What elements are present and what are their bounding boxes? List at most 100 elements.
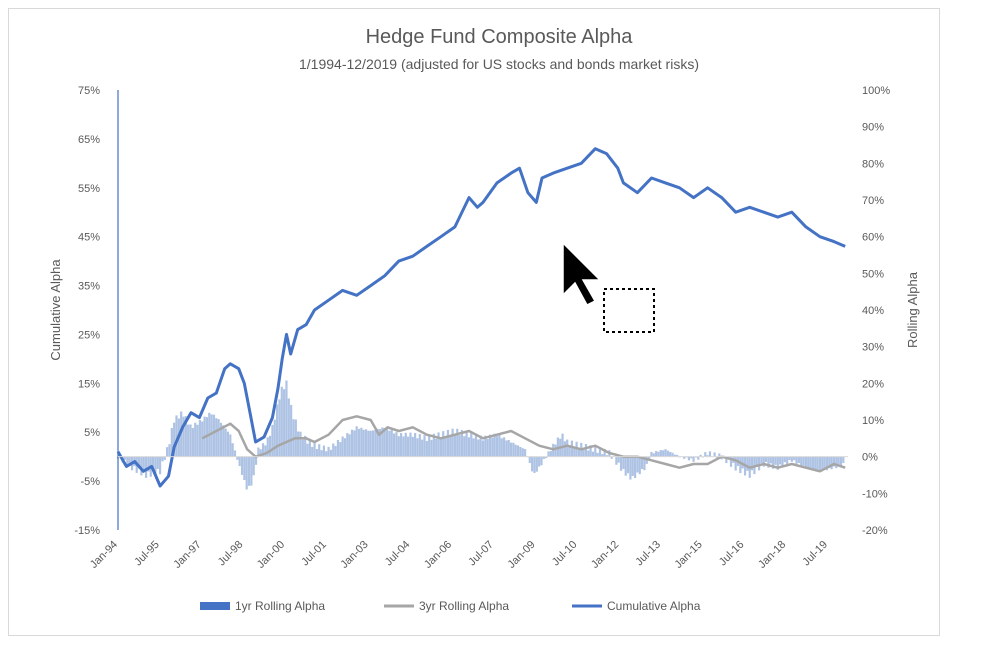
y-right-tick-label: 90% [862, 122, 884, 134]
bar-1yr-rolling-alpha [554, 444, 557, 457]
bar-1yr-rolling-alpha [584, 444, 588, 457]
bar-1yr-rolling-alpha [582, 449, 585, 457]
bar-1yr-rolling-alpha [706, 455, 709, 457]
bar-1yr-rolling-alpha [535, 456, 538, 472]
bar-1yr-rolling-alpha [837, 456, 840, 465]
bar-1yr-rolling-alpha [371, 430, 375, 457]
bar-1yr-rolling-alpha [839, 456, 843, 467]
bar-1yr-rolling-alpha [507, 440, 510, 457]
bar-1yr-rolling-alpha [268, 435, 272, 457]
bar-1yr-rolling-alpha [664, 449, 667, 457]
bar-1yr-rolling-alpha [477, 439, 480, 457]
x-tick-label: Jul-07 [466, 539, 496, 569]
bar-1yr-rolling-alpha [657, 451, 660, 457]
bar-1yr-rolling-alpha [437, 432, 440, 457]
bar-1yr-rolling-alpha [423, 435, 426, 457]
bar-1yr-rolling-alpha [301, 439, 304, 457]
bar-1yr-rolling-alpha [191, 428, 194, 457]
bar-1yr-rolling-alpha [430, 439, 433, 457]
bar-1yr-rolling-alpha [224, 428, 227, 457]
bar-1yr-rolling-alpha [502, 437, 506, 457]
bar-1yr-rolling-alpha [641, 456, 644, 470]
bar-1yr-rolling-alpha [500, 438, 503, 457]
bar-1yr-rolling-alpha [247, 456, 251, 486]
bar-1yr-rolling-alpha [137, 456, 141, 469]
bar-1yr-rolling-alpha [615, 456, 618, 465]
bar-1yr-rolling-alpha [718, 453, 721, 457]
bar-1yr-rolling-alpha [390, 429, 393, 457]
bar-1yr-rolling-alpha [725, 456, 728, 464]
line-3yr-rolling-alpha [201, 415, 846, 473]
bar-1yr-rolling-alpha [264, 445, 267, 457]
y-right-axis-title: Rolling Alpha [905, 271, 920, 348]
x-tick-label: Jul-98 [216, 539, 246, 569]
y-right-tick-label: 10% [862, 415, 884, 427]
y-left-axis-title: Cumulative Alpha [48, 259, 63, 361]
y-right-tick-label: 70% [862, 195, 884, 207]
bar-1yr-rolling-alpha [512, 442, 515, 457]
bar-1yr-rolling-alpha [189, 424, 192, 457]
bar-1yr-rolling-alpha [217, 419, 220, 457]
bar-1yr-rolling-alpha [355, 426, 358, 457]
bar-1yr-rolling-alpha [147, 456, 150, 472]
axes: 75% 65% 55% 45% 35% 25% 15% 5% -5% -15% 100% 90% 80%… [48, 85, 920, 571]
bar-1yr-rolling-alpha [835, 456, 838, 469]
bar-1yr-rolling-alpha [385, 427, 389, 457]
bar-1yr-rolling-alpha [734, 456, 737, 471]
bar-1yr-rolling-alpha [577, 447, 581, 457]
bar-1yr-rolling-alpha [676, 454, 679, 457]
chart-subtitle: 1/1994-12/2019 (adjusted for US stocks a… [299, 56, 699, 72]
bar-1yr-rolling-alpha [299, 431, 302, 457]
bar-1yr-rolling-alpha [690, 456, 693, 459]
bar-1yr-rolling-alpha [388, 430, 391, 457]
bar-1yr-rolling-alpha [407, 436, 410, 457]
bar-1yr-rolling-alpha [327, 446, 330, 457]
bar-1yr-rolling-alpha [212, 414, 216, 457]
bar-1yr-rolling-alpha [381, 427, 384, 457]
x-tick-label: Jan-15 [673, 539, 705, 571]
bar-1yr-rolling-alpha [802, 456, 805, 466]
y-left-tick-label: -5% [80, 476, 100, 488]
y-right-tick-label: 50% [862, 268, 884, 280]
x-tick-label: Jul-13 [633, 539, 663, 569]
bar-1yr-rolling-alpha [814, 456, 817, 471]
x-tick-label: Jan-12 [589, 539, 621, 571]
bar-1yr-rolling-alpha [243, 456, 246, 481]
y-right-tick-label: -10% [862, 488, 888, 500]
bar-1yr-rolling-alpha [182, 416, 185, 457]
bar-1yr-rolling-alpha [362, 429, 365, 457]
bar-1yr-rolling-alpha [276, 404, 279, 457]
y-right-tick-label: 60% [862, 232, 884, 244]
bar-1yr-rolling-alpha [765, 456, 768, 463]
bar-1yr-rolling-alpha [395, 432, 398, 457]
x-tick-label: Jul-16 [717, 539, 747, 569]
bar-1yr-rolling-alpha [495, 436, 499, 457]
bar-1yr-rolling-alpha [467, 437, 471, 457]
bar-1yr-rolling-alpha [786, 456, 789, 465]
bar-1yr-rolling-alpha [154, 456, 157, 476]
bar-1yr-rolling-alpha [790, 456, 793, 462]
bar-1yr-rolling-alpha [343, 438, 347, 457]
bar-1yr-rolling-alpha [755, 456, 758, 467]
bar-1yr-rolling-alpha [271, 424, 274, 457]
x-tick-label: Jan-94 [88, 539, 120, 571]
bar-1yr-rolling-alpha [198, 419, 201, 457]
bar-1yr-rolling-alpha [570, 440, 574, 457]
bar-1yr-rolling-alpha [280, 386, 283, 457]
bar-1yr-rolling-alpha [708, 451, 712, 457]
bar-1yr-rolling-alpha [624, 456, 627, 476]
bar-1yr-rolling-alpha [638, 456, 641, 475]
series-lines [116, 147, 846, 488]
bar-1yr-rolling-alpha [233, 450, 237, 457]
legend-swatch-1yr [200, 602, 230, 610]
bar-1yr-rolling-alpha [767, 456, 770, 468]
bar-1yr-rolling-alpha [163, 456, 166, 460]
bar-1yr-rolling-alpha [596, 452, 599, 457]
bar-1yr-rolling-alpha [809, 456, 812, 470]
bar-1yr-rolling-alpha [757, 456, 761, 471]
bar-1yr-rolling-alpha [666, 450, 669, 457]
bar-1yr-rolling-alpha [591, 451, 595, 457]
bar-1yr-rolling-alpha [587, 450, 590, 457]
bar-1yr-rolling-alpha [746, 456, 749, 471]
bar-1yr-rolling-alpha [392, 433, 396, 457]
